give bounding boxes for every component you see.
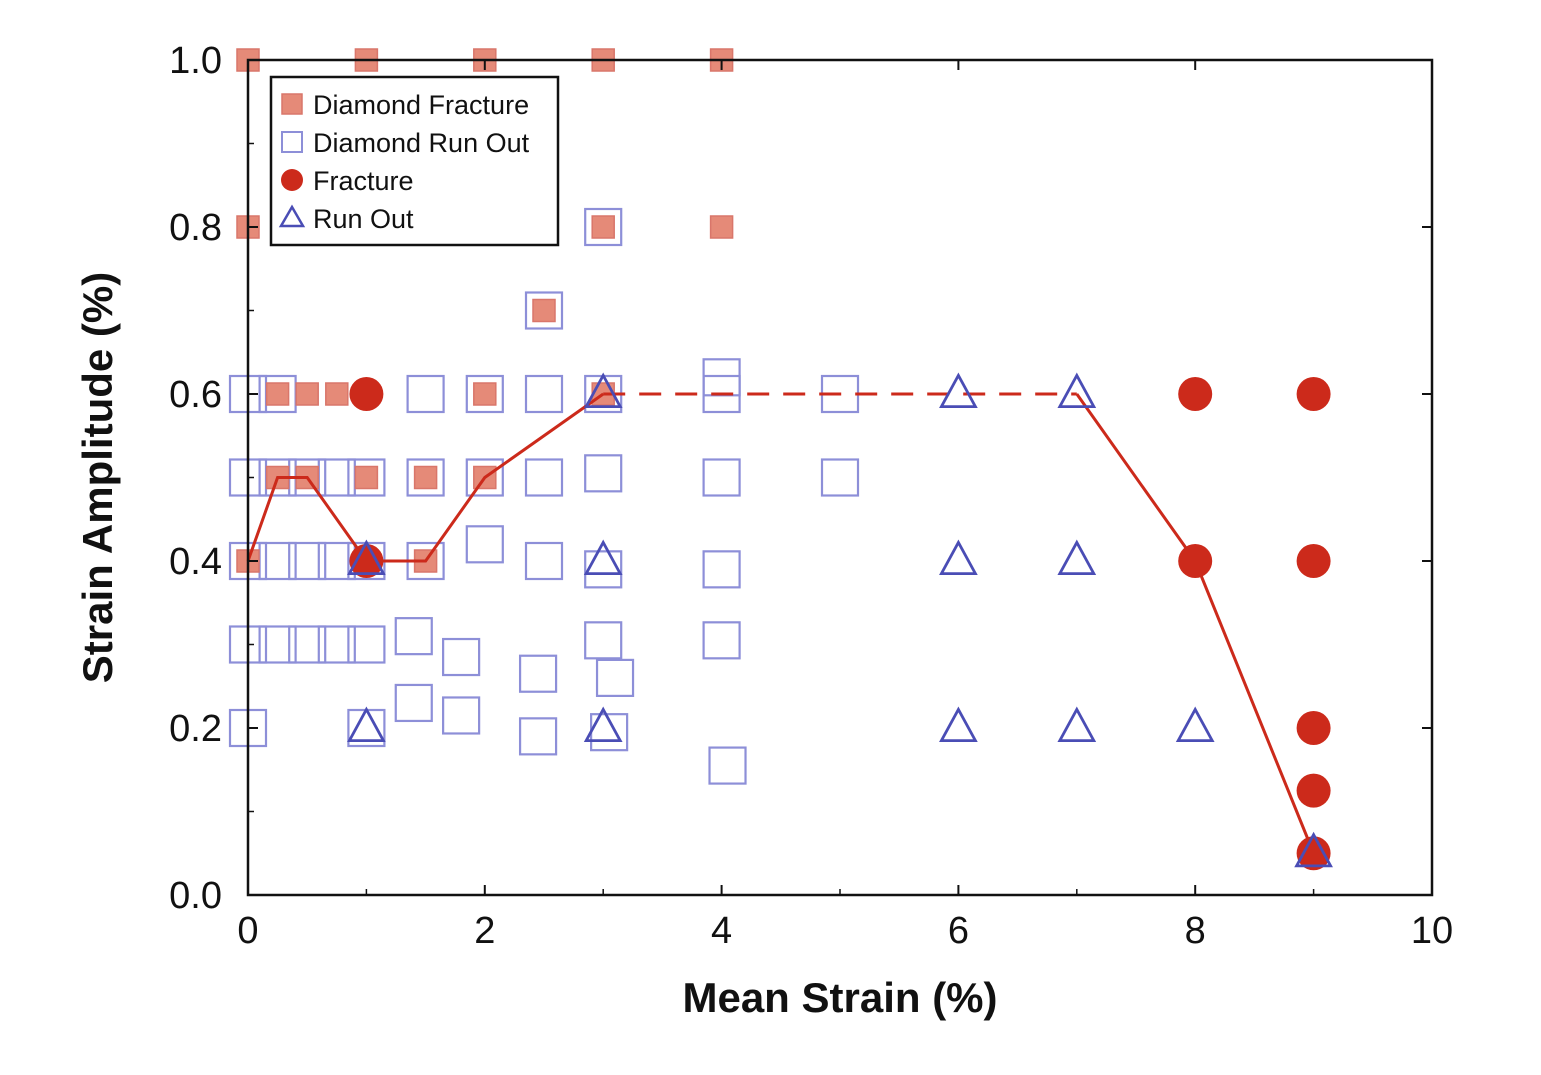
legend: Diamond Fracture Diamond Run Out Fracture R…: [269, 75, 560, 247]
data-point: [1296, 377, 1331, 411]
data-point: [1294, 831, 1333, 868]
data-point: [524, 374, 564, 414]
legend-marker: [281, 93, 303, 115]
data-point: [1296, 836, 1331, 871]
data-point: [1296, 544, 1331, 578]
data-point: [583, 372, 623, 409]
data-point: [939, 372, 978, 409]
data-point: [820, 458, 860, 497]
data-point: [524, 458, 564, 497]
data-point: [1057, 539, 1097, 575]
legend-marker: [278, 204, 306, 228]
data-point: [708, 746, 747, 785]
data-point: [349, 377, 384, 411]
data-point: [702, 358, 741, 397]
data-point: [518, 717, 558, 756]
x-tick-label: 6: [948, 910, 969, 952]
data-point: [532, 298, 556, 323]
y-tick-label: 1.0: [169, 40, 222, 82]
legend-entry: Diamond Fracture: [281, 90, 529, 120]
data-point: [1178, 377, 1213, 411]
data-point: [1296, 773, 1331, 808]
x-axis-label: Mean Strain (%): [682, 974, 997, 1021]
data-point: [702, 458, 741, 497]
data-point: [584, 454, 623, 493]
data-point: [1296, 711, 1331, 745]
y-tick-label: 0.6: [169, 374, 222, 416]
data-point: [465, 374, 504, 414]
data-point: [288, 541, 327, 581]
data-point: [347, 625, 386, 664]
data-point: [442, 637, 481, 677]
data-point: [939, 539, 978, 575]
data-point: [325, 382, 349, 406]
data-point: [347, 706, 386, 742]
legend-label: Diamond Run Out: [313, 128, 530, 158]
y-axis-label: Strain Amplitude (%): [74, 272, 121, 683]
data-point: [939, 706, 978, 742]
data-point: [465, 458, 504, 497]
data-point: [1057, 706, 1097, 742]
data-point: [524, 541, 564, 581]
data-point: [465, 525, 504, 564]
data-point: [709, 215, 734, 239]
legend-marker: [281, 169, 303, 191]
data-point: [354, 465, 379, 490]
series-run-out: [347, 372, 1333, 868]
data-point: [349, 544, 384, 578]
data-point: [394, 617, 433, 656]
series-diamond-run-out: [228, 207, 860, 785]
y-tick-label: 0.0: [169, 875, 222, 917]
data-point: [583, 706, 623, 742]
x-tick-label: 10: [1411, 910, 1453, 952]
data-point: [442, 696, 481, 735]
data-point: [1178, 544, 1213, 578]
data-point: [347, 539, 386, 575]
legend-label: Run Out: [313, 204, 414, 234]
data-point: [473, 382, 497, 406]
data-point: [406, 458, 445, 497]
x-tick-label: 2: [474, 910, 495, 952]
y-tick-label: 0.8: [169, 207, 222, 249]
axis-ticks: 0 2 4 6 8 10 0.0 0.2 0.4 0.6 0.8 1.0: [169, 40, 1453, 952]
data-point: [583, 539, 623, 575]
data-point: [584, 550, 623, 589]
data-point: [394, 683, 433, 723]
data-point: [288, 625, 327, 664]
y-tick-label: 0.2: [169, 708, 222, 750]
x-tick-label: 4: [711, 910, 732, 952]
data-point: [524, 291, 564, 330]
data-point: [702, 550, 741, 589]
legend-entry: Run Out: [278, 204, 414, 234]
data-point: [518, 654, 558, 693]
data-point: [347, 458, 386, 497]
legend-label: Diamond Fracture: [313, 90, 529, 120]
data-point: [406, 374, 445, 414]
legend-label: Fracture: [313, 166, 414, 196]
data-point: [1175, 706, 1215, 742]
boundary-solid-line-high: [1075, 393, 1315, 854]
data-point: [584, 207, 623, 247]
data-point: [584, 621, 623, 660]
x-tick-label: 0: [237, 910, 258, 952]
series-fracture: [349, 377, 1331, 871]
legend-box: [269, 75, 560, 247]
data-point: [413, 465, 438, 490]
data-point: [702, 621, 741, 660]
legend-marker: [281, 131, 303, 153]
data-point: [258, 625, 297, 664]
x-tick-label: 8: [1185, 910, 1206, 952]
legend-entry: Diamond Run Out: [281, 128, 530, 158]
data-point: [295, 382, 319, 406]
data-point: [317, 625, 356, 664]
y-tick-label: 0.4: [169, 541, 222, 583]
data-point: [1057, 372, 1097, 409]
plot-content: [228, 48, 1333, 871]
data-point: [265, 382, 290, 406]
legend-entry: Fracture: [281, 166, 414, 196]
data-point: [595, 658, 635, 698]
data-point: [591, 215, 615, 239]
